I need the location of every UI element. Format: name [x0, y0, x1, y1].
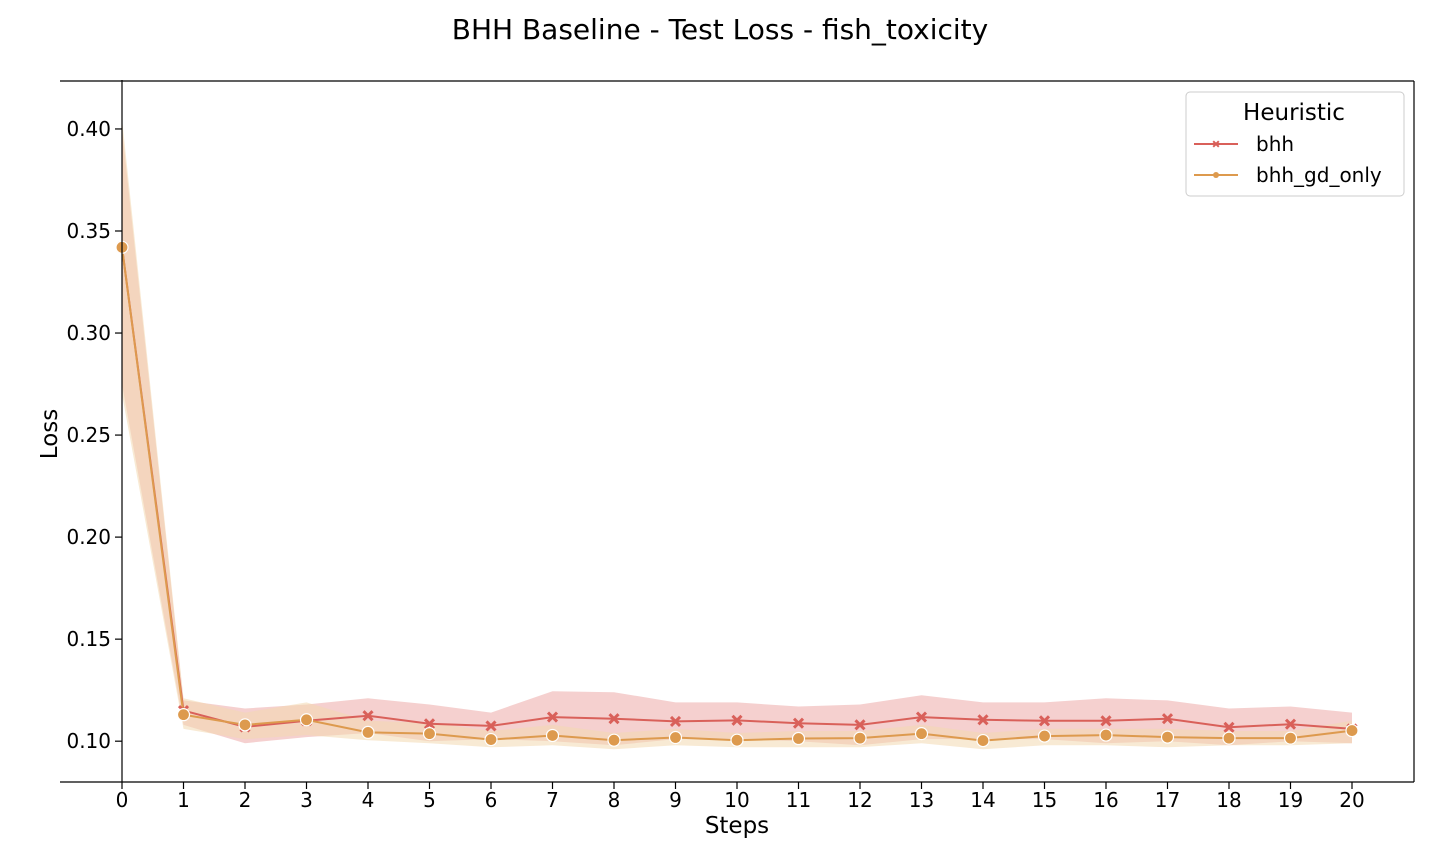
- x-tick-label: 4: [362, 788, 375, 812]
- point-bhh_gd_only-15: [1037, 729, 1052, 743]
- point-bhh-5: [423, 718, 436, 730]
- point-bhh-10: [731, 714, 743, 726]
- x-tick-label: 6: [485, 788, 498, 812]
- point-bhh_gd_only-8: [607, 733, 621, 747]
- x-tick-label: 12: [847, 788, 872, 812]
- series-markers: [115, 240, 1359, 748]
- confidence-bands: [122, 118, 1352, 750]
- x-tick-label: 15: [1032, 788, 1057, 812]
- point-bhh_gd_only-16: [1099, 728, 1113, 742]
- x-axis-ticks: 0 1 2 3 4 5 6 7 8 9 10 11 12 13 14 15 16 17 18 19 20: [116, 782, 1365, 812]
- legend-label: bhh: [1256, 132, 1294, 156]
- point-bhh_gd_only-14: [976, 733, 990, 748]
- x-tick-label: 8: [608, 788, 621, 812]
- legend-item-bhh: bhh: [1194, 132, 1294, 156]
- y-tick-label: 0.25: [66, 423, 111, 447]
- point-bhh_gd_only-3: [299, 713, 314, 727]
- point-bhh_gd_only-13: [914, 727, 929, 741]
- point-bhh-16: [1100, 715, 1112, 727]
- x-tick-label: 2: [239, 788, 252, 812]
- x-tick-label: 20: [1339, 788, 1364, 812]
- series-lines: [121, 247, 1353, 742]
- x-tick-label: 19: [1278, 788, 1303, 812]
- point-bhh_gd_only-17: [1160, 730, 1175, 744]
- line-bhh_gd_only: [121, 247, 1353, 742]
- point-bhh_gd_only-12: [853, 731, 867, 745]
- x-tick-label: 7: [546, 788, 559, 812]
- legend-label: bhh_gd_only: [1256, 163, 1382, 187]
- x-tick-label: 3: [300, 788, 313, 812]
- y-axis-ticks: 0.10 0.15 0.20 0.25 0.30 0.35 0.40: [66, 117, 122, 753]
- point-bhh-11: [792, 717, 805, 729]
- point-bhh-15: [1038, 715, 1051, 727]
- y-tick-label: 0.40: [66, 117, 111, 141]
- point-bhh-17: [1161, 713, 1174, 725]
- point-bhh-8: [608, 713, 620, 725]
- y-tick-label: 0.30: [66, 321, 111, 345]
- x-tick-label: 10: [724, 788, 749, 812]
- x-tick-label: 16: [1093, 788, 1118, 812]
- x-tick-label: 17: [1155, 788, 1180, 812]
- y-axis-label: Loss: [37, 409, 63, 459]
- point-bhh_gd_only-20: [1345, 723, 1359, 738]
- point-bhh_gd_only-7: [545, 728, 560, 743]
- x-tick-label: 5: [423, 788, 436, 812]
- line-bhh: [121, 247, 1353, 730]
- x-tick-label: 13: [909, 788, 934, 812]
- x-tick-label: 14: [970, 788, 995, 812]
- point-bhh-9: [669, 715, 682, 727]
- point-bhh-14: [977, 714, 989, 726]
- x-tick-label: 18: [1216, 788, 1241, 812]
- point-bhh_gd_only-10: [730, 733, 744, 747]
- point-bhh-7: [546, 711, 559, 723]
- legend: Heuristic bhh bhh_gd_only: [1185, 91, 1405, 197]
- point-bhh_gd_only-4: [361, 725, 375, 740]
- band-bhh_gd_only: [122, 118, 1352, 750]
- point-bhh-13: [915, 711, 928, 723]
- x-tick-label: 11: [786, 788, 811, 812]
- point-bhh_gd_only-19: [1283, 731, 1298, 745]
- band-bhh: [122, 129, 1352, 746]
- point-bhh-18: [1223, 721, 1235, 733]
- legend-item-bhh_gd_only: bhh_gd_only: [1194, 163, 1382, 187]
- x-tick-label: 0: [116, 788, 129, 812]
- point-bhh_gd_only-5: [422, 727, 437, 741]
- y-tick-label: 0.35: [66, 219, 111, 243]
- y-tick-label: 0.10: [66, 729, 111, 753]
- y-tick-label: 0.15: [66, 627, 111, 651]
- point-bhh-12: [854, 719, 866, 731]
- point-bhh_gd_only-18: [1222, 731, 1236, 745]
- point-bhh_gd_only-6: [484, 732, 498, 747]
- point-bhh_gd_only-11: [791, 731, 806, 746]
- point-bhh_gd_only-2: [238, 718, 252, 732]
- y-tick-label: 0.20: [66, 525, 111, 549]
- chart-title: BHH Baseline - Test Loss - fish_toxicity: [452, 13, 988, 46]
- point-bhh-4: [362, 710, 374, 722]
- point-bhh_gd_only-9: [668, 730, 683, 745]
- point-bhh_gd_only-1: [176, 708, 191, 722]
- legend-frame: [1185, 91, 1405, 197]
- x-axis-label: Steps: [705, 813, 769, 839]
- x-tick-label: 1: [177, 788, 190, 812]
- legend-title: Heuristic: [1243, 100, 1345, 126]
- point-bhh-6: [485, 720, 497, 732]
- point-bhh-19: [1284, 718, 1297, 730]
- x-tick-label: 9: [669, 788, 682, 812]
